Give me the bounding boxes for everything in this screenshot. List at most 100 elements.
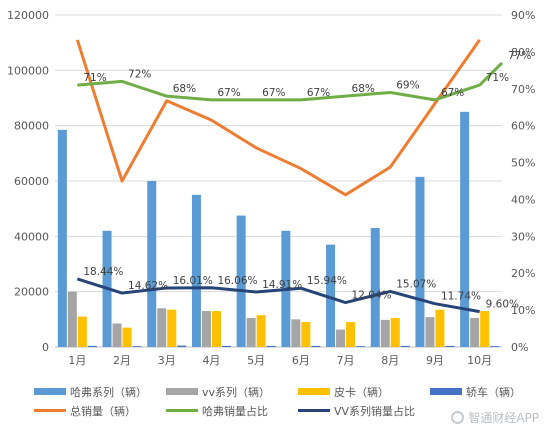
legend-label: 哈弗销量占比 [202, 404, 268, 418]
data-label: 18.44% [83, 266, 123, 278]
data-label: 69% [396, 79, 419, 91]
data-label: 67% [307, 87, 330, 99]
data-label: 11.74% [441, 291, 481, 303]
bar [480, 311, 490, 347]
bar [221, 345, 231, 347]
bar [177, 345, 187, 347]
legend: 哈弗系列（辆） vv系列（辆） 皮卡（辆） 轿车（辆） 总销量（辆） [34, 382, 534, 420]
left-axis: 0 20000 40000 60000 80000 100000 120000 [7, 9, 49, 354]
watermark-logo-icon [451, 411, 465, 424]
x-tick-label: 3月 [158, 354, 176, 367]
legend-label: VV系列销量占比 [334, 404, 416, 418]
bar [291, 319, 301, 347]
right-tick-label: 20% [511, 267, 535, 280]
bar [415, 176, 425, 347]
right-axis: 0% 10% 20% 30% 40% 50% 60% 70% 80% 90% [511, 9, 535, 354]
data-label: 72% [128, 68, 151, 80]
legend-item-haval[interactable]: 哈弗系列（辆） [34, 384, 166, 400]
data-label: 16.01% [173, 275, 213, 287]
data-label: 15.94% [307, 275, 347, 287]
legend-swatch [34, 388, 66, 395]
bar [167, 309, 177, 347]
bar [370, 228, 380, 347]
bar [122, 327, 132, 347]
right-tick-label: 0% [511, 341, 528, 354]
right-tick-label: 30% [511, 230, 535, 243]
bar [246, 317, 256, 347]
legend-item-total[interactable]: 总销量（辆） [34, 403, 166, 419]
x-tick-label: 7月 [337, 354, 355, 367]
bar [67, 291, 77, 347]
x-tick-label: 10月 [467, 354, 492, 367]
right-tick-label: 40% [511, 193, 535, 206]
legend-label: vv系列（辆） [202, 385, 271, 399]
bar [435, 309, 445, 347]
right-tick-label: 10% [511, 304, 535, 317]
watermark: 智通财经APP [451, 409, 539, 426]
data-label: 14.91% [262, 279, 302, 291]
legend-item-vv[interactable]: vv系列（辆） [166, 384, 298, 400]
bar [346, 322, 356, 347]
legend-row-2: 总销量（辆） 哈弗销量占比 VV系列销量占比 [34, 401, 534, 420]
bar [147, 181, 157, 347]
bar [77, 316, 87, 347]
legend-swatch [166, 388, 198, 395]
bar [57, 129, 67, 347]
data-label: 9.60% [486, 299, 519, 311]
right-tick-label: 70% [511, 83, 535, 96]
right-tick-label: 80% [511, 46, 535, 59]
legend-swatch [430, 388, 462, 395]
bar [470, 317, 480, 347]
bar [112, 323, 122, 347]
legend-row-1: 哈弗系列（辆） vv系列（辆） 皮卡（辆） 轿车（辆） [34, 382, 534, 401]
data-label: 67% [441, 87, 464, 99]
bar [301, 322, 311, 347]
legend-label: 哈弗系列（辆） [70, 385, 147, 399]
legend-swatch [166, 409, 198, 412]
series-line [75, 39, 481, 197]
data-label: 71% [486, 72, 509, 84]
x-tick-label: 5月 [247, 354, 265, 367]
bar [445, 345, 455, 347]
bar [87, 345, 97, 347]
left-tick-label: 40000 [14, 230, 49, 243]
bar [157, 308, 167, 347]
legend-item-haval-share[interactable]: 哈弗销量占比 [166, 403, 298, 419]
x-tick-label: 8月 [381, 354, 399, 367]
x-tick-label: 1月 [68, 354, 86, 367]
left-tick-label: 80000 [14, 120, 49, 133]
lines [75, 39, 504, 314]
bar [236, 215, 246, 347]
bar [132, 346, 142, 347]
legend-item-sedan[interactable]: 轿车（辆） [430, 384, 521, 400]
data-label: 71% [83, 72, 106, 84]
bar [490, 346, 500, 347]
legend-swatch [298, 409, 330, 412]
legend-label: 轿车（辆） [466, 385, 521, 399]
legend-item-vv-share[interactable]: VV系列销量占比 [298, 403, 415, 419]
data-label: 68% [352, 83, 375, 95]
bar [425, 317, 435, 347]
data-label: 77% [508, 50, 531, 62]
data-label: 16.06% [217, 275, 257, 287]
data-label: 68% [173, 83, 196, 95]
bar [326, 244, 336, 347]
bar [201, 311, 211, 347]
bar [311, 345, 321, 347]
bar [390, 317, 400, 347]
legend-swatch [298, 388, 330, 395]
data-label: 12.04% [352, 290, 392, 302]
left-tick-label: 20000 [14, 286, 49, 299]
bar [336, 329, 346, 347]
legend-label: 总销量（辆） [70, 404, 136, 418]
data-labels: 71% 72% 68% 67% 67% 67% 68% 69% 67% 71% 77% 18.44% 1… [83, 50, 531, 311]
bar [266, 345, 276, 347]
legend-item-pickup[interactable]: 皮卡（辆） [298, 384, 430, 400]
left-tick-label: 60000 [14, 175, 49, 188]
bars [57, 111, 500, 347]
x-tick-label: 4月 [202, 354, 220, 367]
right-tick-label: 90% [511, 9, 535, 22]
bar [356, 346, 366, 347]
